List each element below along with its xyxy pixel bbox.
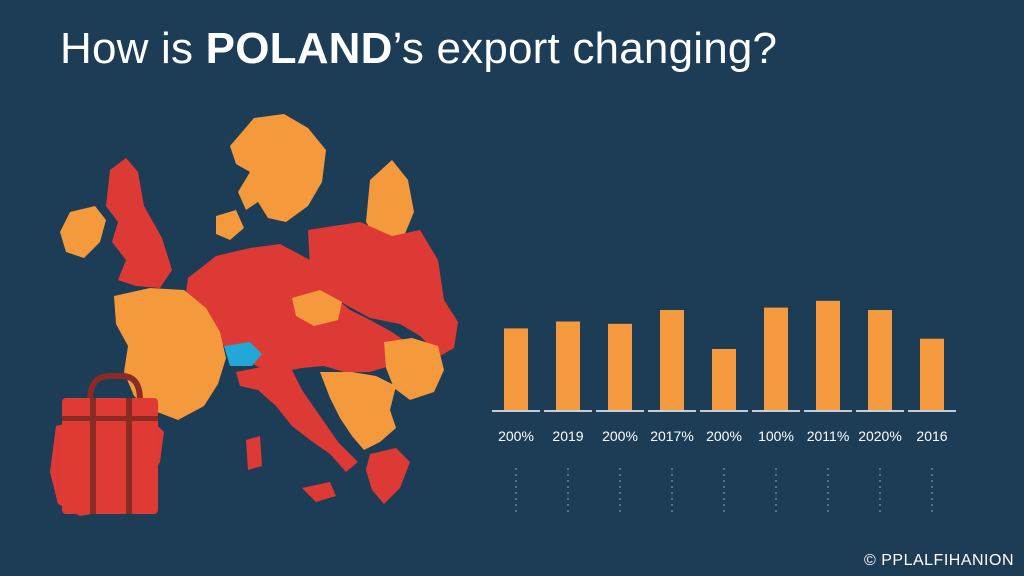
bar-6: [816, 300, 840, 411]
map-region-france: [114, 288, 226, 420]
map-region-italy: [236, 366, 358, 472]
map-region-ireland: [60, 206, 106, 258]
tick-label-5: 100%: [758, 428, 794, 444]
map-region-scandinavia: [230, 114, 326, 222]
bar-3: [660, 310, 684, 410]
tick-label-3: 2017%: [650, 428, 694, 444]
bar-0: [504, 328, 528, 410]
bar-1: [556, 321, 580, 410]
map-region-romania: [384, 338, 444, 400]
credit-text: PPLALFIHANION: [881, 552, 1014, 569]
map-region-great-britain: [106, 158, 172, 288]
bar-2: [608, 323, 632, 411]
map-region-eastern-block: [308, 222, 458, 356]
map-region-balkans: [320, 372, 396, 450]
tick-label-2: 200%: [602, 428, 638, 444]
europe-map-graphic: [50, 114, 458, 516]
tick-label-6: 2011%: [807, 428, 850, 444]
title-suffix: ’s export changing?: [392, 24, 778, 73]
map-region-denmark: [216, 210, 244, 240]
tick-label-1: 2019: [552, 428, 583, 444]
tick-label-8: 2016: [916, 428, 947, 444]
tick-label-0: 200%: [498, 428, 534, 444]
tick-label-7: 2020%: [858, 428, 902, 444]
page-title: How is POLAND’s export changing?: [60, 24, 777, 74]
map-region-sardinia: [246, 436, 262, 470]
bar-7: [868, 310, 892, 410]
map-region-czechia: [292, 290, 342, 326]
map-region-sicily: [302, 482, 336, 502]
credit-line: © PPLALFIHANION: [864, 552, 1014, 570]
map-region-finland: [366, 160, 414, 244]
export-bar-chart: 200% 2019 200% 2017% 200% 100% 2011% 2020% 2016: [480, 270, 970, 520]
tick-label-4: 200%: [706, 428, 742, 444]
copyright-icon: ©: [863, 552, 877, 569]
bar-8: [920, 338, 944, 410]
bar-chart-svg: 200% 2019 200% 2017% 200% 100% 2011% 2020% 2016: [492, 300, 956, 514]
title-country: POLAND: [205, 24, 393, 73]
bar-5: [764, 307, 788, 410]
map-region-switzerland: [224, 342, 262, 366]
europe-map-illustration: [40, 110, 480, 550]
title-prefix: How is: [60, 24, 206, 73]
bar-4: [712, 349, 736, 410]
suitcase-icon: [62, 373, 158, 514]
map-region-greece: [366, 448, 410, 504]
